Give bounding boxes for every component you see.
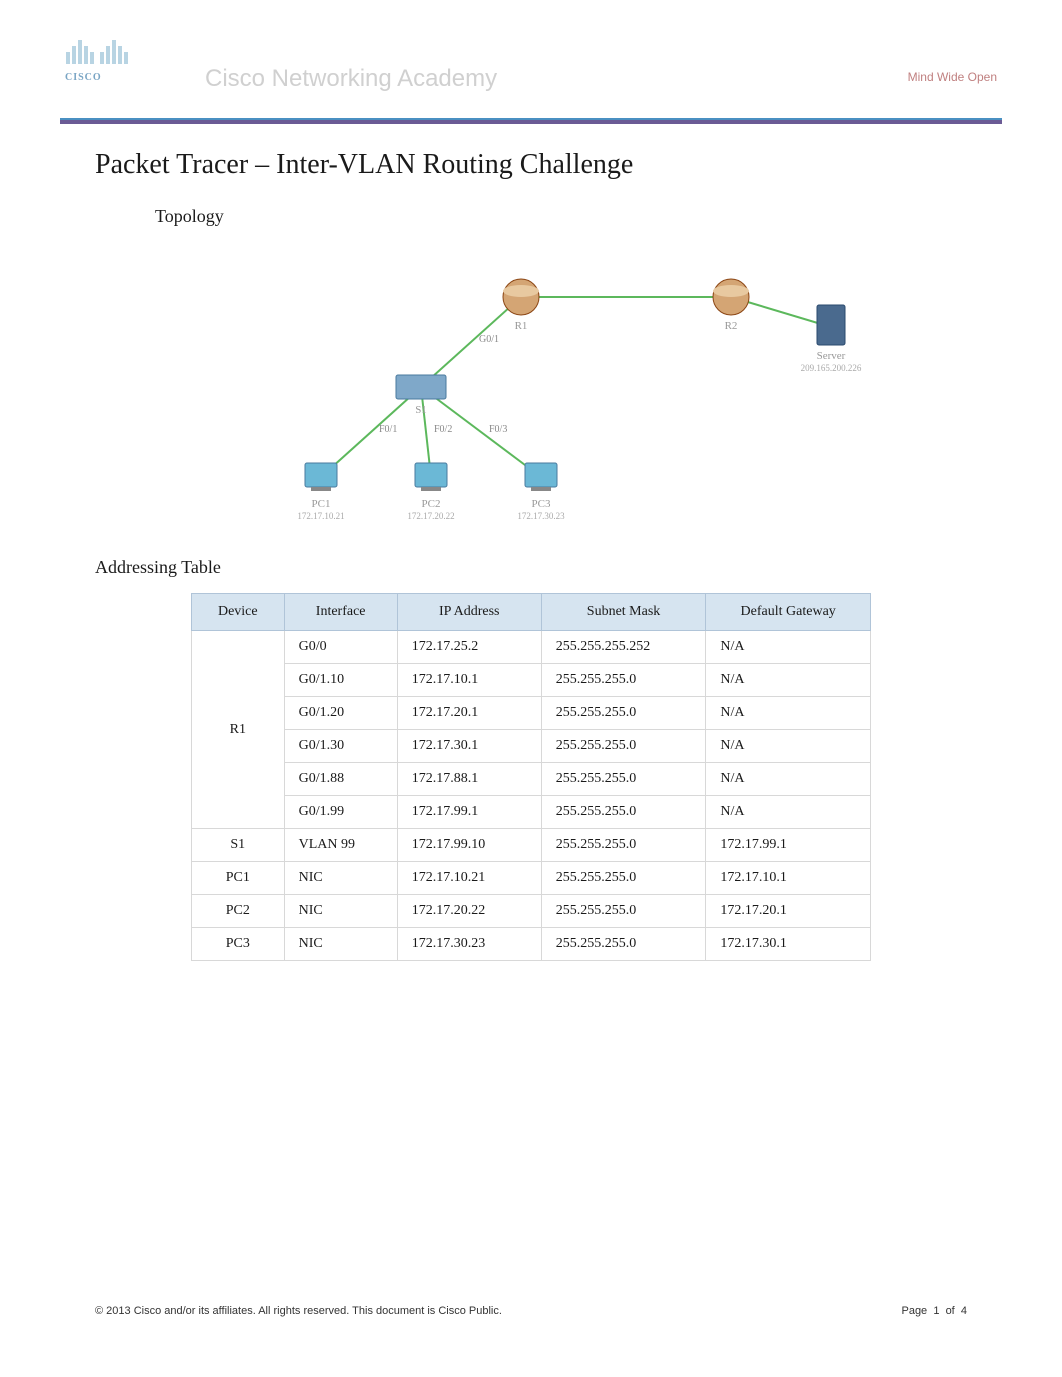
data-cell: NIC	[284, 928, 397, 961]
table-row: G0/1.88172.17.88.1255.255.255.0N/A	[192, 763, 871, 796]
data-cell: 255.255.255.0	[541, 796, 706, 829]
svg-text:R2: R2	[725, 320, 738, 332]
svg-text:172.17.20.22: 172.17.20.22	[407, 511, 454, 521]
data-cell: G0/0	[284, 631, 397, 664]
svg-text:R1: R1	[515, 320, 528, 332]
svg-text:PC2: PC2	[422, 498, 441, 510]
svg-text:172.17.30.23: 172.17.30.23	[517, 511, 565, 521]
data-cell: 172.17.30.23	[397, 928, 541, 961]
data-cell: 172.17.10.21	[397, 862, 541, 895]
data-cell: N/A	[706, 631, 871, 664]
svg-text:S1: S1	[415, 404, 427, 416]
data-cell: N/A	[706, 763, 871, 796]
data-cell: G0/1.30	[284, 730, 397, 763]
svg-text:F0/1: F0/1	[379, 424, 397, 435]
data-cell: 255.255.255.0	[541, 697, 706, 730]
table-row: G0/1.10172.17.10.1255.255.255.0N/A	[192, 664, 871, 697]
device-cell: PC1	[192, 862, 285, 895]
data-cell: 172.17.99.10	[397, 829, 541, 862]
data-cell: 255.255.255.0	[541, 763, 706, 796]
data-cell: 255.255.255.0	[541, 895, 706, 928]
academy-text: Cisco Networking Academy	[205, 65, 497, 93]
data-cell: 172.17.20.22	[397, 895, 541, 928]
table-header: Interface	[284, 594, 397, 631]
document-page: CISCO Cisco Networking Academy Mind Wide…	[0, 0, 1062, 1377]
svg-text:F0/3: F0/3	[489, 424, 507, 435]
table-row: G0/1.30172.17.30.1255.255.255.0N/A	[192, 730, 871, 763]
device-cell: PC3	[192, 928, 285, 961]
data-cell: 172.17.25.2	[397, 631, 541, 664]
data-cell: 172.17.20.1	[706, 895, 871, 928]
data-cell: 255.255.255.0	[541, 928, 706, 961]
data-cell: G0/1.10	[284, 664, 397, 697]
data-cell: G0/1.88	[284, 763, 397, 796]
page-footer: © 2013 Cisco and/or its affiliates. All …	[95, 1305, 967, 1317]
data-cell: 255.255.255.0	[541, 829, 706, 862]
data-cell: 172.17.30.1	[397, 730, 541, 763]
table-row: G0/1.20172.17.20.1255.255.255.0N/A	[192, 697, 871, 730]
svg-text:F0/2: F0/2	[434, 424, 452, 435]
svg-text:172.17.10.21: 172.17.10.21	[297, 511, 344, 521]
data-cell: 172.17.10.1	[397, 664, 541, 697]
cisco-logo: CISCO	[65, 40, 155, 95]
topology-diagram: G0/1F0/1F0/2F0/3R1S1PC1172.17.10.21PC217…	[95, 247, 967, 527]
table-row: PC1NIC172.17.10.21255.255.255.0172.17.10…	[192, 862, 871, 895]
logo-text: CISCO	[65, 72, 155, 83]
table-row: S1VLAN 99172.17.99.10255.255.255.0172.17…	[192, 829, 871, 862]
svg-text:G0/1: G0/1	[479, 334, 499, 345]
data-cell: G0/1.99	[284, 796, 397, 829]
device-cell: PC2	[192, 895, 285, 928]
data-cell: N/A	[706, 664, 871, 697]
table-row: PC3NIC172.17.30.23255.255.255.0172.17.30…	[192, 928, 871, 961]
addressing-table: DeviceInterfaceIP AddressSubnet MaskDefa…	[191, 593, 871, 961]
data-cell: NIC	[284, 862, 397, 895]
header-banner: CISCO Cisco Networking Academy Mind Wide…	[95, 40, 967, 110]
table-header: Default Gateway	[706, 594, 871, 631]
table-row: PC2NIC172.17.20.22255.255.255.0172.17.20…	[192, 895, 871, 928]
footer-copyright: © 2013 Cisco and/or its affiliates. All …	[95, 1305, 502, 1317]
table-header: IP Address	[397, 594, 541, 631]
topology-heading: Topology	[155, 206, 967, 227]
topology-svg: G0/1F0/1F0/2F0/3R1S1PC1172.17.10.21PC217…	[171, 247, 891, 527]
data-cell: VLAN 99	[284, 829, 397, 862]
device-cell: S1	[192, 829, 285, 862]
svg-text:PC1: PC1	[312, 498, 331, 510]
header-tagline: Mind Wide Open	[908, 70, 997, 84]
addressing-heading: Addressing Table	[95, 557, 967, 578]
data-cell: 172.17.99.1	[706, 829, 871, 862]
table-header: Device	[192, 594, 285, 631]
table-header: Subnet Mask	[541, 594, 706, 631]
data-cell: 172.17.99.1	[397, 796, 541, 829]
header-divider	[60, 118, 1002, 124]
device-cell: R1	[192, 631, 285, 829]
page-title: Packet Tracer – Inter-VLAN Routing Chall…	[95, 149, 967, 181]
data-cell: G0/1.20	[284, 697, 397, 730]
table-row: R1G0/0172.17.25.2255.255.255.252N/A	[192, 631, 871, 664]
data-cell: 255.255.255.0	[541, 730, 706, 763]
table-row: G0/1.99172.17.99.1255.255.255.0N/A	[192, 796, 871, 829]
data-cell: N/A	[706, 730, 871, 763]
data-cell: 172.17.88.1	[397, 763, 541, 796]
data-cell: 172.17.30.1	[706, 928, 871, 961]
data-cell: 172.17.10.1	[706, 862, 871, 895]
data-cell: 255.255.255.252	[541, 631, 706, 664]
data-cell: 255.255.255.0	[541, 862, 706, 895]
svg-text:Server: Server	[817, 350, 846, 362]
footer-page: Page 1 of 4	[901, 1305, 967, 1317]
data-cell: N/A	[706, 796, 871, 829]
data-cell: N/A	[706, 697, 871, 730]
data-cell: 172.17.20.1	[397, 697, 541, 730]
svg-text:PC3: PC3	[532, 498, 551, 510]
svg-text:209.165.200.226: 209.165.200.226	[801, 363, 862, 373]
data-cell: 255.255.255.0	[541, 664, 706, 697]
data-cell: NIC	[284, 895, 397, 928]
